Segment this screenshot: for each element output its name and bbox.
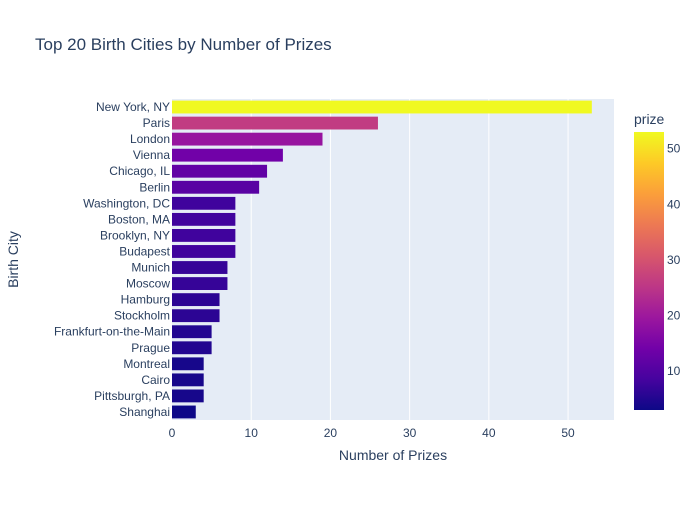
bar xyxy=(172,229,236,242)
bar xyxy=(172,277,228,290)
y-axis-ticks: New York, NY Paris London Vienna Chicago, IL… xyxy=(54,100,171,419)
x-tick-label: 40 xyxy=(482,426,496,440)
bar xyxy=(172,132,323,146)
y-tick-label: Prague xyxy=(131,341,170,355)
chart-title: Top 20 Birth Cities by Number of Prizes xyxy=(35,35,332,54)
colorbar-tick-label: 20 xyxy=(667,308,681,322)
colorbar-tick-label: 30 xyxy=(667,253,681,267)
y-tick-label: Munich xyxy=(131,261,170,275)
y-tick-label: Cairo xyxy=(141,373,170,387)
x-tick-label: 0 xyxy=(169,426,176,440)
bar xyxy=(172,245,236,258)
colorbar xyxy=(634,132,664,410)
y-tick-label: Shanghai xyxy=(119,405,170,419)
y-tick-label: Moscow xyxy=(126,277,170,291)
bars xyxy=(172,100,592,419)
bar xyxy=(172,341,212,355)
bar xyxy=(172,405,196,419)
y-tick-label: Boston, MA xyxy=(108,212,170,226)
plot-area xyxy=(172,99,614,420)
bar xyxy=(172,373,204,387)
y-tick-label: Hamburg xyxy=(121,293,170,307)
x-tick-label: 30 xyxy=(403,426,417,440)
y-tick-label: Montreal xyxy=(123,357,170,371)
y-tick-label: London xyxy=(130,132,170,146)
y-tick-label: Stockholm xyxy=(114,309,170,323)
bar xyxy=(172,100,592,114)
y-tick-label: Pittsburgh, PA xyxy=(94,389,170,403)
y-tick-label: Vienna xyxy=(133,148,170,162)
bar xyxy=(172,180,260,194)
bar xyxy=(172,164,268,178)
bar xyxy=(172,325,212,339)
colorbar-ticks: 10 20 30 40 50 xyxy=(667,142,681,378)
x-tick-label: 20 xyxy=(324,426,338,440)
y-tick-label: Paris xyxy=(143,116,170,130)
bar xyxy=(172,309,220,323)
x-tick-label: 10 xyxy=(245,426,259,440)
bar xyxy=(172,293,220,307)
bar xyxy=(172,357,204,371)
colorbar-title: prize xyxy=(634,111,665,127)
y-tick-label: Chicago, IL xyxy=(109,164,170,178)
y-tick-label: Washington, DC xyxy=(83,196,170,210)
bar xyxy=(172,116,378,130)
bar xyxy=(172,212,236,226)
colorbar-tick-label: 50 xyxy=(667,142,681,156)
gridlines xyxy=(250,99,569,420)
bar xyxy=(172,389,204,403)
y-tick-label: Frankfurt-on-the-Main xyxy=(54,325,170,339)
x-tick-label: 50 xyxy=(561,426,575,440)
y-tick-label: Berlin xyxy=(139,180,170,194)
bar xyxy=(172,148,283,162)
x-axis-ticks: 0 10 20 30 40 50 xyxy=(169,426,575,440)
y-tick-label: Budapest xyxy=(119,244,170,258)
bar xyxy=(172,261,228,274)
x-axis-title: Number of Prizes xyxy=(339,447,447,463)
bar xyxy=(172,196,236,210)
colorbar-tick-label: 40 xyxy=(667,197,681,211)
colorbar-tick-label: 10 xyxy=(667,364,681,378)
y-tick-label: Brooklyn, NY xyxy=(100,228,170,242)
y-axis-title: Birth City xyxy=(5,231,21,288)
y-tick-label: New York, NY xyxy=(96,100,170,114)
